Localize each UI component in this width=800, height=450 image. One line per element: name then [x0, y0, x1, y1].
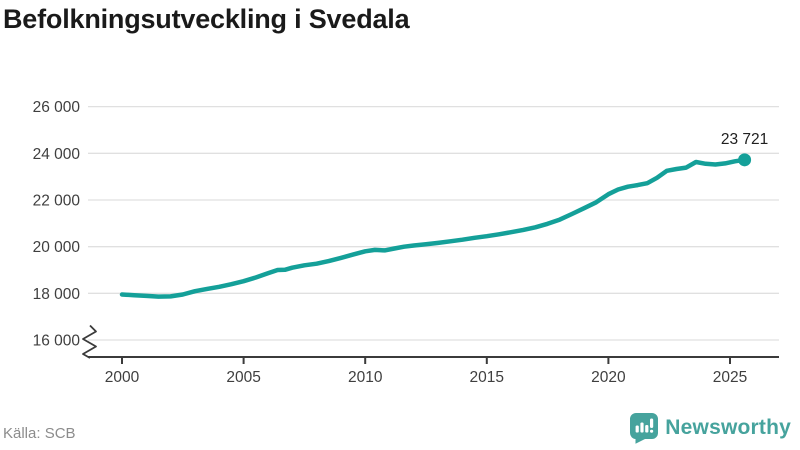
x-tick-label: 2000	[105, 369, 140, 386]
page-title: Befolkningsutveckling i Svedala	[3, 4, 410, 34]
end-value-label: 23 721	[721, 131, 768, 148]
logo-exclamation-dot	[650, 429, 654, 433]
source-label: Källa: SCB	[3, 425, 76, 442]
logo-exclamation-bar	[650, 418, 654, 428]
x-tick-label: 2020	[591, 369, 626, 386]
y-tick-label: 22 000	[33, 192, 81, 209]
y-tick-label: 16 000	[33, 332, 81, 349]
y-tick-label: 26 000	[33, 99, 81, 116]
x-tick-label: 2010	[348, 369, 383, 386]
axis-break-icon	[82, 324, 97, 359]
x-tick-label: 2015	[470, 369, 504, 386]
logo-bubble-shape	[630, 413, 659, 444]
x-tick-label: 2025	[713, 369, 747, 386]
newsworthy-logo: Newsworthy	[630, 413, 791, 444]
y-tick-label: 24 000	[33, 146, 81, 163]
x-tick-label: 2005	[226, 369, 260, 386]
population-line	[119, 157, 747, 299]
logo-barchart-glyph	[635, 418, 654, 433]
newsworthy-logo-text: Newsworthy	[665, 416, 791, 439]
y-tick-label: 20 000	[33, 239, 81, 256]
newsworthy-logo-icon	[630, 413, 659, 444]
y-tick-label: 18 000	[33, 286, 81, 303]
end-point-dot	[738, 153, 752, 167]
